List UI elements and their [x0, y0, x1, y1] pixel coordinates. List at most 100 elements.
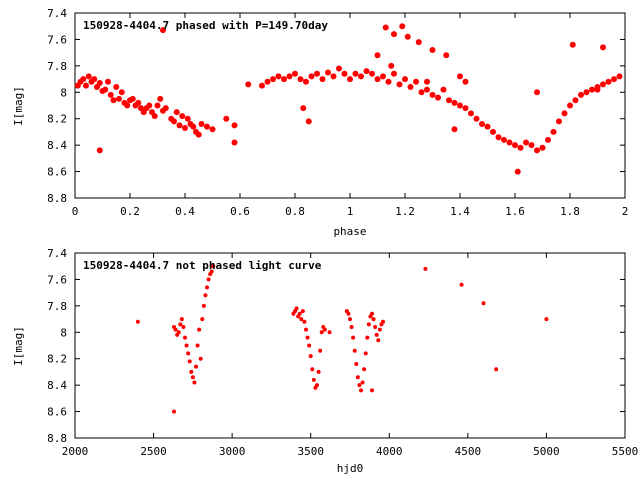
data-point [107, 91, 114, 98]
data-point [182, 124, 188, 131]
data-point [297, 311, 302, 316]
x-tick-label: 0.6 [230, 205, 250, 218]
data-point [377, 327, 382, 332]
data-point [494, 367, 499, 372]
data-point [308, 354, 313, 359]
data-point [567, 102, 573, 109]
data-point [352, 348, 357, 353]
data-point [154, 102, 161, 109]
data-point [160, 27, 166, 34]
data-points [135, 264, 549, 414]
data-point [605, 78, 612, 85]
data-point [179, 113, 186, 120]
data-point [396, 81, 403, 88]
data-point [413, 78, 419, 85]
data-point [204, 123, 210, 130]
data-point [371, 317, 376, 322]
data-point [205, 285, 209, 290]
x-tick-label: 2500 [140, 445, 167, 458]
data-point [365, 335, 370, 340]
data-point [303, 78, 309, 85]
data-point [203, 293, 208, 298]
data-point [512, 142, 518, 149]
data-point [517, 144, 524, 151]
data-point [561, 110, 568, 117]
data-point [162, 105, 169, 112]
data-point [495, 134, 502, 141]
data-point [223, 115, 230, 122]
data-point [315, 383, 319, 388]
data-point [259, 82, 265, 89]
data-point [304, 327, 308, 332]
data-point [190, 123, 197, 130]
data-point [468, 110, 474, 117]
data-point [245, 81, 252, 88]
data-point [189, 369, 194, 374]
y-tick-label: 8 [60, 326, 67, 339]
x-tick-label: 2000 [62, 445, 89, 458]
x-tick-label: 0.8 [285, 205, 305, 218]
data-point [443, 52, 450, 59]
data-point [534, 89, 540, 96]
data-point [407, 84, 414, 90]
data-point [297, 76, 304, 83]
data-point [446, 97, 452, 104]
data-point [305, 335, 310, 340]
data-point [594, 86, 601, 93]
data-point [176, 122, 183, 129]
data-point [550, 128, 557, 135]
data-point [370, 311, 374, 316]
data-point [209, 126, 216, 133]
data-point [528, 142, 535, 149]
data-point [190, 375, 195, 380]
data-point [105, 78, 111, 85]
data-point [310, 367, 315, 372]
y-tick-label: 8.6 [47, 406, 67, 419]
data-point [314, 70, 320, 77]
data-point [319, 330, 324, 335]
data-point [319, 76, 326, 83]
x-tick-label: 0.2 [120, 205, 140, 218]
y-tick-label: 7.4 [47, 247, 67, 260]
data-point [96, 147, 103, 154]
x-tick-label: 1.8 [560, 205, 580, 218]
data-point [124, 102, 131, 109]
data-point [424, 78, 430, 85]
x-axis-label: hjd0 [337, 462, 364, 475]
x-tick-label: 1.6 [505, 205, 525, 218]
data-point [370, 388, 374, 393]
data-point [501, 136, 507, 143]
data-point [181, 325, 186, 329]
data-point [157, 95, 164, 102]
x-tick-label: 1.4 [450, 205, 470, 218]
data-point [176, 330, 181, 335]
data-point [292, 70, 298, 77]
data-point [300, 105, 307, 112]
axis-ticks: 2000 2500 3000 3500 4000 4500 5000 5500 7.4 7.6 7.… [47, 247, 638, 458]
x-tick-label: 4500 [455, 445, 482, 458]
data-point [373, 325, 378, 329]
data-point [341, 70, 348, 77]
data-point [385, 78, 392, 85]
data-point [173, 109, 180, 116]
data-point [264, 78, 271, 85]
data-point [435, 94, 441, 101]
data-point [171, 118, 177, 125]
data-point [429, 47, 436, 53]
data-point [429, 91, 436, 98]
data-point [192, 380, 197, 385]
data-point [351, 335, 356, 340]
data-point [83, 82, 89, 89]
data-point [198, 356, 203, 361]
data-point [316, 369, 321, 374]
data-point [402, 76, 408, 83]
chart-title: 150928-4404.7 not phased light curve [83, 259, 322, 272]
data-point [578, 91, 584, 98]
y-tick-label: 8.8 [47, 432, 67, 445]
data-point [451, 126, 458, 133]
data-point [514, 168, 521, 175]
data-point [327, 330, 332, 335]
data-point [404, 33, 411, 40]
data-point [534, 147, 540, 154]
data-point [151, 113, 158, 120]
